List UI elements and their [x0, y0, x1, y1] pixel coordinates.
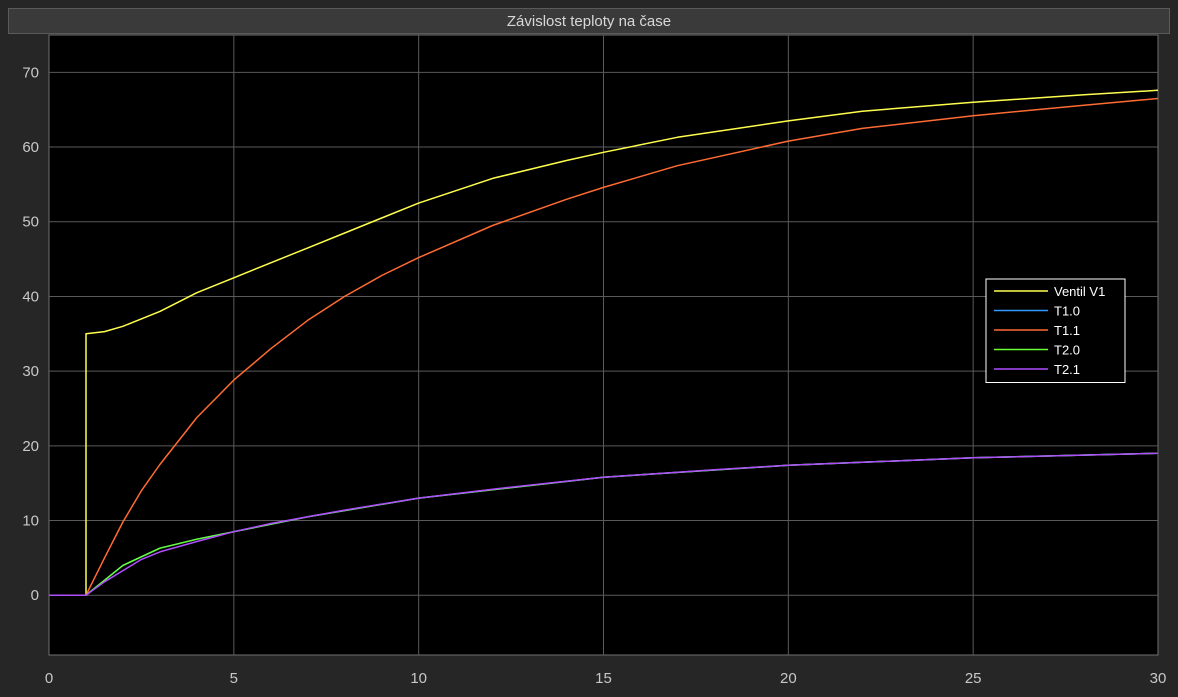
legend-label: T2.0 — [1054, 343, 1080, 358]
y-tick-label: 50 — [22, 214, 39, 231]
chart-title-bar: Závislost teploty na čase — [8, 8, 1170, 34]
x-tick-label: 10 — [410, 670, 427, 687]
legend-label: T1.1 — [1054, 323, 1080, 338]
y-tick-label: 20 — [22, 438, 39, 455]
chart-title: Závislost teploty na čase — [506, 13, 672, 30]
y-tick-label: 70 — [22, 64, 39, 81]
series-line-t1-1 — [49, 97, 1159, 596]
x-tick-label: 5 — [230, 670, 238, 687]
x-tick-label: 25 — [965, 670, 982, 687]
series-line-t2-1 — [49, 452, 1159, 596]
x-tick-label: 0 — [45, 670, 53, 687]
legend-label: Ventil V1 — [1054, 284, 1105, 299]
y-tick-label: 10 — [22, 513, 39, 530]
legend-label: T2.1 — [1054, 362, 1080, 377]
series-lines — [49, 89, 1159, 596]
grid-lines — [49, 35, 1158, 655]
legend-label: T1.0 — [1054, 304, 1080, 319]
x-tick-label: 20 — [780, 670, 797, 687]
legend: Ventil V1 T1.0 T1.1 T2.0 T2.1 — [985, 278, 1126, 383]
series-line-ventil-v1 — [49, 89, 1159, 596]
x-tick-label: 30 — [1150, 670, 1167, 687]
tick-labels: 0 5 10 15 20 25 30 0 10 20 30 40 50 60 70 — [22, 64, 1166, 687]
x-tick-label: 15 — [595, 670, 612, 687]
y-tick-label: 30 — [22, 363, 39, 380]
y-tick-label: 60 — [22, 139, 39, 156]
y-tick-label: 40 — [22, 288, 39, 305]
y-tick-label: 0 — [31, 587, 39, 604]
